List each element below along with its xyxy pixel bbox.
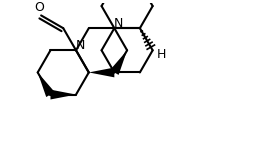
Text: N: N bbox=[75, 39, 85, 52]
Polygon shape bbox=[89, 67, 114, 77]
Text: O: O bbox=[34, 1, 44, 14]
Polygon shape bbox=[38, 72, 55, 97]
Polygon shape bbox=[110, 50, 127, 75]
Polygon shape bbox=[50, 90, 76, 99]
Text: H: H bbox=[157, 48, 166, 61]
Text: N: N bbox=[113, 17, 123, 30]
